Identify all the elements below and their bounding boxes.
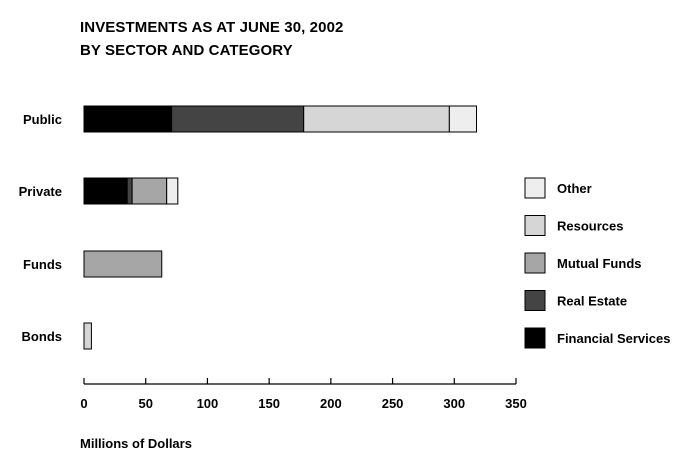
- category-label: Bonds: [22, 329, 62, 344]
- x-tick-label: 100: [197, 396, 219, 411]
- bar-segment-real-estate: [126, 177, 133, 205]
- category-label: Private: [19, 184, 62, 199]
- x-axis-label: Millions of Dollars: [80, 436, 192, 451]
- category-label: Funds: [23, 257, 62, 272]
- legend-swatch: [524, 215, 546, 236]
- legend-label: Real Estate: [557, 294, 627, 309]
- x-tick-label: 200: [320, 396, 342, 411]
- bar-segment-mutual-funds: [131, 177, 168, 205]
- x-tick-label: 300: [443, 396, 465, 411]
- legend-label: Financial Services: [557, 331, 670, 346]
- legend-label: Other: [557, 181, 592, 196]
- bar-segment-other: [448, 105, 478, 133]
- legend-label: Mutual Funds: [557, 256, 642, 271]
- x-tick-label: 50: [138, 396, 152, 411]
- bar-segment-mutual-funds: [83, 250, 163, 278]
- legend-swatch: [524, 290, 546, 311]
- bar-segment-other: [166, 177, 179, 205]
- bar-segment-real-estate: [171, 105, 305, 133]
- bar-segment-resources: [303, 105, 450, 133]
- chart-subtitle: BY SECTOR AND CATEGORY: [80, 42, 293, 59]
- legend-swatch: [524, 252, 546, 274]
- x-tick-label: 250: [382, 396, 404, 411]
- chart-title: INVESTMENTS AS AT JUNE 30, 2002: [80, 19, 344, 36]
- x-tick-label: 350: [505, 396, 527, 411]
- chart-title-block: INVESTMENTS AS AT JUNE 30, 2002 BY SECTO…: [80, 16, 343, 62]
- bar-segment-financial-services: [83, 177, 128, 205]
- x-tick-label: 0: [80, 396, 87, 411]
- x-tick-label: 150: [258, 396, 280, 411]
- bar-segment-financial-services: [83, 105, 173, 133]
- legend-swatch: [524, 327, 546, 349]
- bar-segment-resources: [83, 322, 92, 350]
- legend-swatch: [524, 177, 546, 199]
- legend-label: Resources: [557, 219, 623, 234]
- category-label: Public: [23, 112, 62, 127]
